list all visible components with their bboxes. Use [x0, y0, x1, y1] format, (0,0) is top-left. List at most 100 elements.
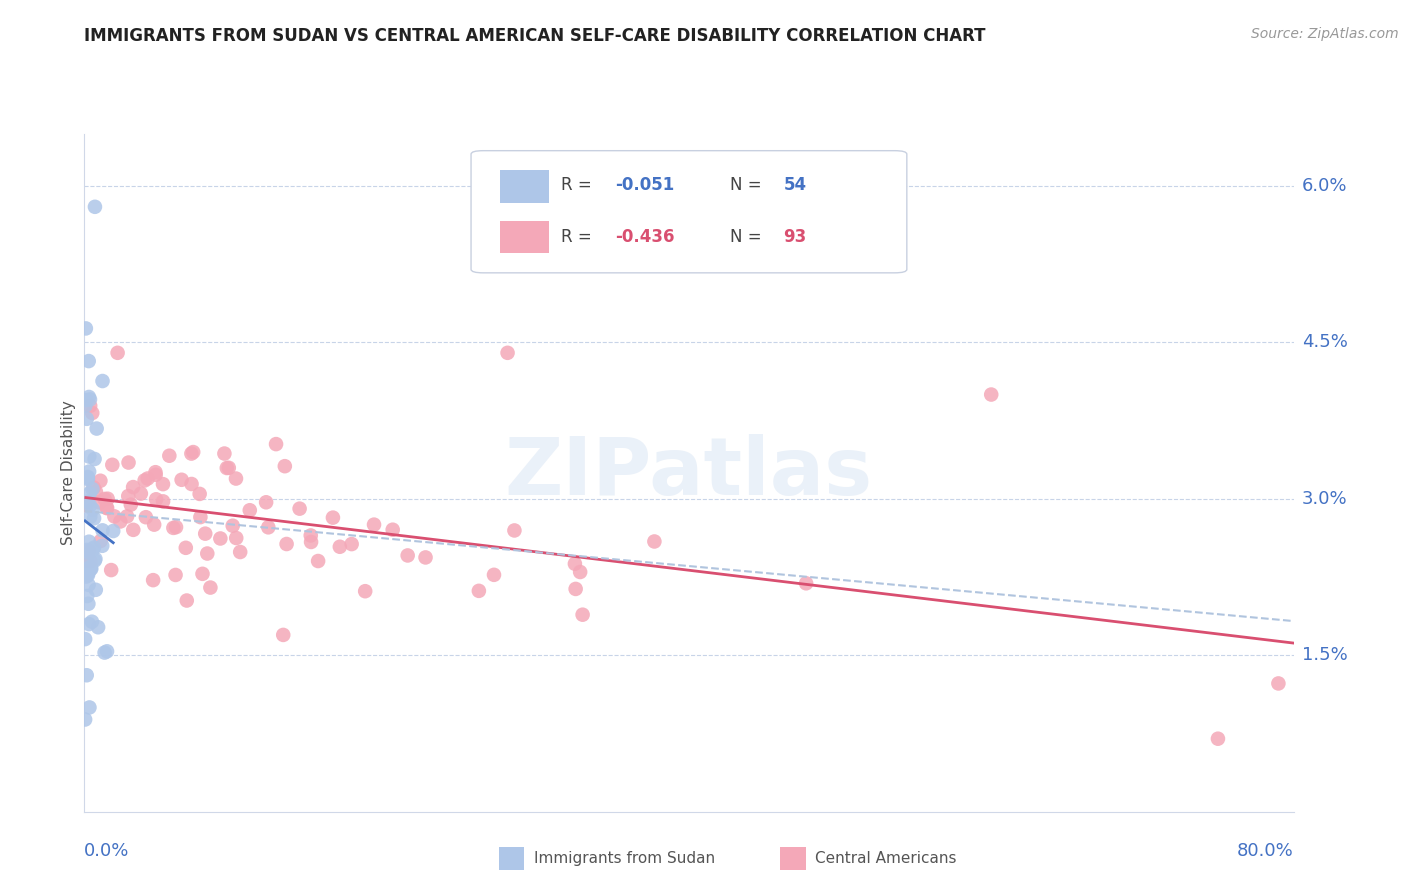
Point: [145, 492, 167, 507]
Point: [77, 568, 100, 582]
Point: [129, 486, 152, 500]
Point: [79, 560, 101, 574]
Point: [496, 346, 519, 360]
Point: [103, 524, 125, 538]
Point: [225, 471, 247, 485]
Text: R =: R =: [561, 177, 598, 194]
Point: [100, 563, 122, 577]
Point: [91, 524, 114, 538]
Point: [145, 467, 167, 482]
Bar: [499, 170, 550, 202]
Point: [117, 489, 139, 503]
Point: [80, 562, 103, 576]
Point: [77, 543, 100, 558]
Point: [86, 421, 108, 435]
Point: [143, 517, 166, 532]
Point: [77, 472, 100, 486]
Point: [82, 406, 104, 420]
Point: [75, 569, 97, 583]
Point: [80, 615, 103, 629]
Text: Immigrants from Sudan: Immigrants from Sudan: [534, 851, 716, 866]
FancyBboxPatch shape: [471, 151, 907, 273]
Text: IMMIGRANTS FROM SUDAN VS CENTRAL AMERICAN SELF-CARE DISABILITY CORRELATION CHART: IMMIGRANTS FROM SUDAN VS CENTRAL AMERICA…: [84, 27, 986, 45]
Text: Source: ZipAtlas.com: Source: ZipAtlas.com: [1251, 27, 1399, 41]
Point: [165, 520, 187, 534]
Point: [77, 465, 100, 479]
Point: [135, 510, 157, 524]
Point: [79, 546, 101, 560]
Point: [276, 537, 298, 551]
Point: [271, 628, 294, 642]
Point: [142, 573, 165, 587]
Point: [307, 554, 329, 568]
Text: 54: 54: [783, 177, 807, 194]
Text: ZIPatlas: ZIPatlas: [505, 434, 873, 512]
Point: [84, 484, 107, 499]
Point: [329, 540, 352, 554]
Point: [503, 524, 526, 538]
Point: [84, 582, 107, 597]
Point: [76, 494, 98, 508]
Point: [218, 460, 240, 475]
Point: [75, 563, 97, 577]
Point: [354, 584, 377, 599]
Point: [222, 518, 245, 533]
Point: [120, 498, 142, 512]
Point: [76, 471, 98, 485]
Point: [170, 473, 193, 487]
Point: [103, 509, 125, 524]
Point: [117, 456, 139, 470]
Point: [299, 535, 322, 549]
Point: [190, 510, 212, 524]
Point: [101, 458, 124, 472]
Point: [162, 521, 184, 535]
Point: [415, 550, 437, 565]
Point: [122, 523, 145, 537]
Point: [340, 537, 363, 551]
Point: [96, 644, 118, 658]
Point: [180, 447, 202, 461]
Point: [564, 557, 586, 571]
Point: [643, 534, 665, 549]
Point: [468, 583, 491, 598]
Point: [82, 542, 104, 557]
Point: [200, 581, 222, 595]
Text: Central Americans: Central Americans: [815, 851, 957, 866]
Point: [96, 500, 118, 515]
Point: [79, 554, 101, 568]
Point: [181, 445, 204, 459]
Point: [194, 526, 217, 541]
Point: [76, 412, 98, 426]
Point: [76, 542, 98, 557]
Point: [82, 482, 104, 496]
Point: [75, 713, 97, 727]
Point: [77, 534, 100, 549]
Point: [75, 321, 97, 335]
Point: [77, 354, 100, 368]
Point: [80, 562, 103, 576]
Point: [79, 486, 101, 500]
Point: [195, 547, 218, 561]
Point: [79, 499, 101, 513]
Text: -0.051: -0.051: [614, 177, 675, 194]
Bar: [499, 221, 550, 253]
Point: [77, 617, 100, 632]
Point: [76, 589, 98, 603]
Point: [157, 449, 180, 463]
Point: [77, 450, 100, 464]
Point: [571, 607, 593, 622]
Point: [77, 597, 100, 611]
Text: N =: N =: [730, 228, 766, 246]
Point: [89, 474, 111, 488]
Point: [79, 399, 101, 413]
Point: [87, 495, 110, 509]
Point: [152, 494, 174, 508]
Y-axis label: Self-Care Disability: Self-Care Disability: [60, 401, 76, 545]
Point: [79, 700, 101, 714]
Point: [90, 533, 112, 548]
Point: [254, 495, 277, 509]
Point: [174, 541, 197, 555]
Point: [77, 578, 100, 592]
Point: [84, 552, 107, 566]
Text: N =: N =: [730, 177, 766, 194]
